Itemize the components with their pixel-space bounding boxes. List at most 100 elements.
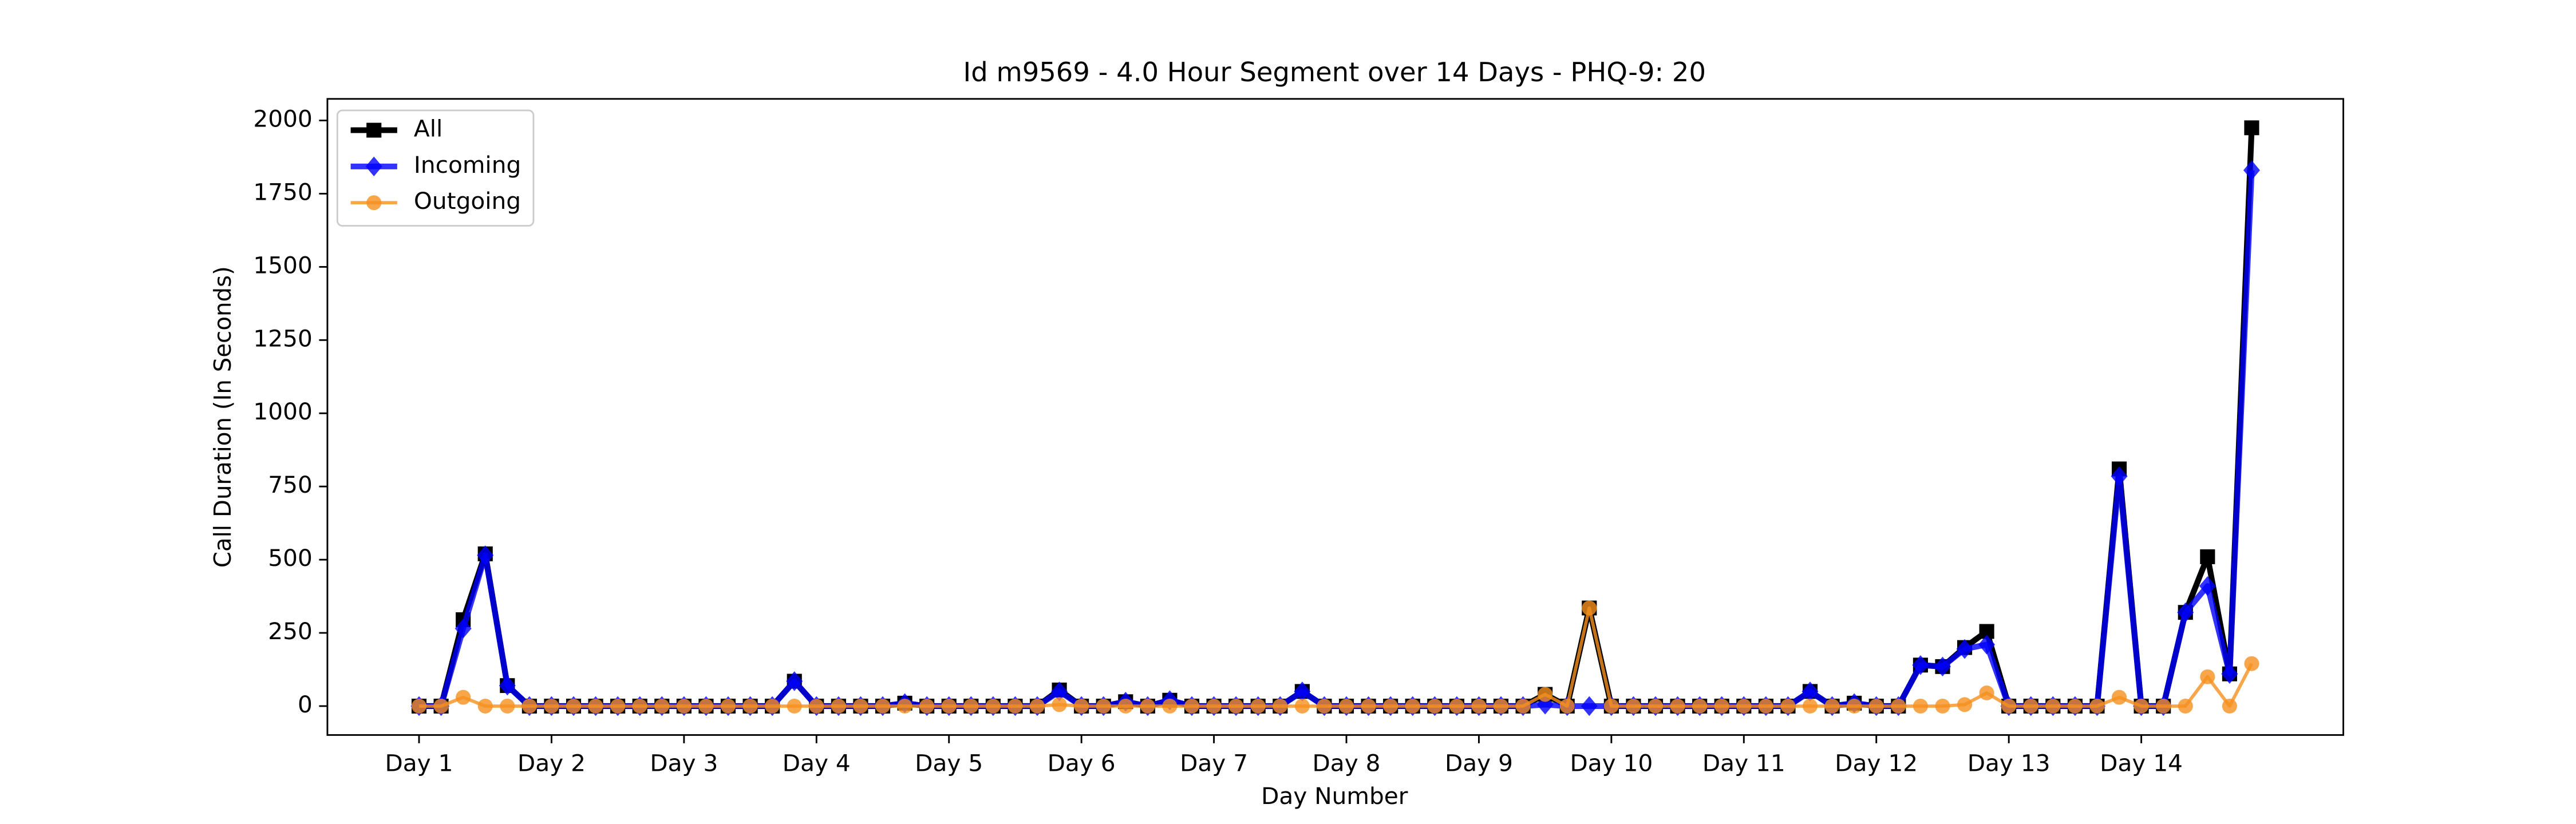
point (875, 698, 891, 714)
y-tick-label: 500 (268, 544, 313, 572)
x-tick-label: Day 7 (1180, 749, 1248, 777)
series-line (419, 606, 2254, 708)
point (1714, 698, 1729, 714)
point (1338, 698, 1354, 714)
point (2111, 690, 2127, 705)
point (2243, 160, 2260, 180)
point (1824, 698, 1840, 714)
point (941, 698, 957, 714)
point (1801, 682, 1819, 702)
legend-marker (366, 122, 382, 138)
series (411, 600, 2259, 714)
point (566, 698, 582, 714)
y-tick-label: 2000 (253, 105, 312, 133)
point (1273, 698, 1288, 714)
point (1626, 698, 1641, 714)
point (1847, 698, 1862, 714)
x-tick-label: Day 3 (650, 749, 718, 777)
point (1361, 698, 1376, 714)
point (1913, 698, 1928, 714)
x-tick-label: Day 4 (783, 749, 851, 777)
legend-label: Outgoing (414, 187, 521, 215)
chart-title: Id m9569 - 4.0 Hour Segment over 14 Days… (963, 57, 1706, 88)
x-tick-label: Day 13 (1967, 749, 2050, 777)
point (1957, 697, 1973, 712)
point (2178, 698, 2193, 714)
point (1206, 698, 1222, 714)
point (1294, 682, 1311, 702)
legend-label: Incoming (414, 151, 521, 179)
point (2244, 656, 2259, 671)
point (456, 690, 471, 705)
y-tick-label: 1000 (253, 398, 312, 425)
legend-box (336, 109, 535, 227)
point (1979, 685, 1994, 700)
point (2199, 576, 2216, 596)
x-tick-label: Day 2 (517, 749, 586, 777)
point (1052, 697, 1067, 712)
point (433, 698, 449, 714)
point (1758, 698, 1773, 714)
point (1493, 698, 1509, 714)
y-tick-label: 1750 (253, 179, 312, 206)
point (1250, 698, 1266, 714)
point (809, 698, 824, 714)
point (1912, 655, 1929, 675)
point (2221, 664, 2238, 684)
x-tick-label: Day 1 (385, 749, 453, 777)
point (1538, 687, 1553, 702)
point (698, 698, 714, 714)
point (477, 545, 494, 565)
point (654, 698, 670, 714)
y-tick-label: 250 (268, 617, 313, 645)
point (1868, 698, 1884, 714)
x-tick-label: Day 12 (1835, 749, 1918, 777)
point (787, 698, 802, 714)
point (1228, 698, 1244, 714)
point (2200, 549, 2215, 564)
point (1780, 698, 1796, 714)
point (1670, 698, 1685, 714)
legend-marker (366, 195, 382, 211)
point (1162, 698, 1178, 714)
point (2222, 698, 2237, 714)
x-tick-label: Day 8 (1313, 749, 1381, 777)
point (1405, 698, 1420, 714)
point (1802, 698, 1818, 714)
point (2134, 698, 2149, 714)
point (1317, 698, 1332, 714)
point (831, 698, 846, 714)
point (1935, 698, 1950, 714)
point (720, 698, 736, 714)
point (1956, 639, 1973, 659)
point (985, 698, 1001, 714)
point (632, 698, 647, 714)
series-line (419, 170, 2255, 709)
point (1559, 698, 1575, 714)
plot-frame (326, 98, 2344, 736)
point (499, 675, 516, 696)
point (1096, 698, 1111, 714)
point (1118, 698, 1133, 714)
x-tick-label: Day 6 (1048, 749, 1116, 777)
point (455, 619, 472, 639)
y-axis-label: Call Duration (In Seconds) (209, 266, 236, 568)
point (919, 698, 935, 714)
point (1891, 698, 1906, 714)
point (1647, 698, 1664, 714)
point (500, 698, 515, 714)
point (742, 698, 758, 714)
point (2111, 466, 2128, 486)
point (610, 698, 626, 714)
y-tick-label: 750 (268, 471, 313, 498)
point (1449, 698, 1464, 714)
point (2045, 698, 2061, 714)
x-axis-label: Day Number (1261, 782, 1408, 810)
point (853, 698, 868, 714)
x-tick-label: Day 5 (915, 749, 983, 777)
point (2001, 698, 2017, 714)
point (1140, 698, 1155, 714)
point (963, 698, 979, 714)
point (1074, 698, 1089, 714)
